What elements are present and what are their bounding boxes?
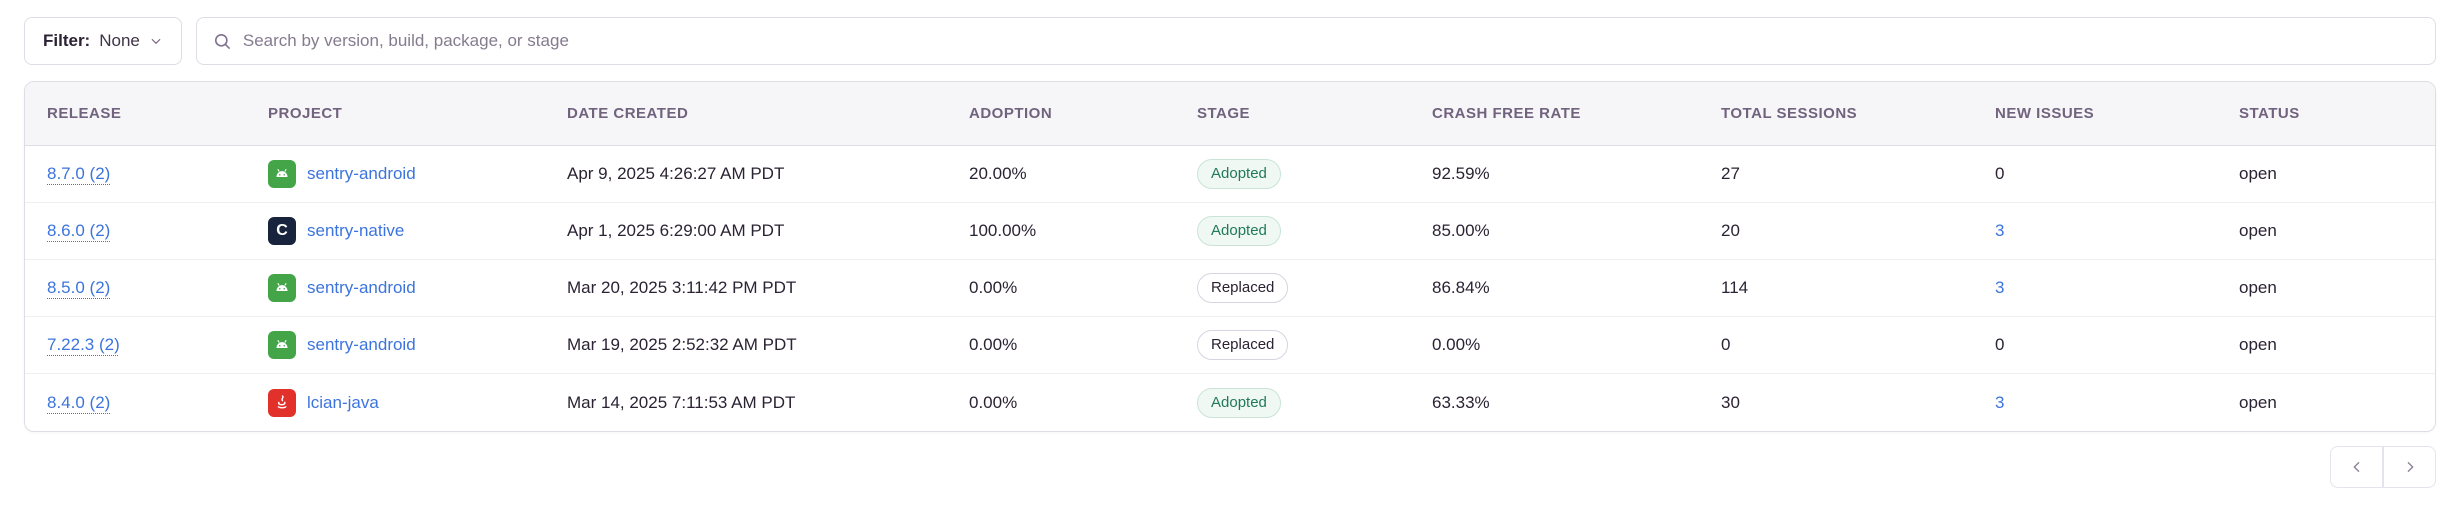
adoption-cell: 0.00% <box>969 335 1018 354</box>
status-cell: open <box>2239 221 2277 240</box>
search-input[interactable] <box>196 18 2435 64</box>
column-header-project: PROJECT <box>268 105 343 122</box>
releases-table: RELEASE PROJECT DATE CREATED ADOPTION ST… <box>24 81 2436 432</box>
crash-free-rate-cell: 63.33% <box>1432 392 1490 412</box>
project-link[interactable]: lcian-java <box>307 392 379 412</box>
column-header-status: STATUS <box>2239 105 2300 122</box>
status-cell: open <box>2239 335 2277 354</box>
android-icon <box>268 331 296 359</box>
java-icon <box>268 388 296 417</box>
table-body: 8.7.0 (2) sentry-android Apr 9, 2025 4:2… <box>25 146 2435 431</box>
toolbar: Filter: None <box>24 17 2436 65</box>
stage-badge: Adopted <box>1197 159 1281 189</box>
project-link[interactable]: sentry-android <box>307 164 416 183</box>
project-link[interactable]: sentry-android <box>307 335 416 354</box>
new-issues-link[interactable]: 3 <box>1995 392 2005 412</box>
total-sessions-cell: 20 <box>1721 221 1740 240</box>
release-link[interactable]: 8.5.0 (2) <box>47 278 111 297</box>
project-link[interactable]: sentry-native <box>307 221 405 240</box>
status-cell: open <box>2239 278 2277 297</box>
table-header-row: RELEASE PROJECT DATE CREATED ADOPTION ST… <box>25 82 2435 146</box>
column-header-total-sessions: TOTAL SESSIONS <box>1721 105 1858 122</box>
crash-free-rate-cell: 85.00% <box>1432 221 1490 240</box>
project-cell: sentry-android <box>268 160 567 188</box>
total-sessions-cell: 114 <box>1721 278 1749 297</box>
total-sessions-cell: 30 <box>1721 392 1740 412</box>
total-sessions-cell: 27 <box>1721 164 1740 183</box>
adoption-cell: 100.00% <box>969 221 1037 240</box>
crash-free-rate-cell: 86.84% <box>1432 278 1490 297</box>
search-icon <box>214 33 231 50</box>
total-sessions-cell: 0 <box>1721 335 1731 354</box>
stage-badge: Adopted <box>1197 387 1281 418</box>
date-created-cell: Mar 20, 2025 3:11:42 PM PDT <box>567 278 797 297</box>
column-header-new-issues: NEW ISSUES <box>1995 105 2095 122</box>
date-created-cell: Apr 1, 2025 6:29:00 AM PDT <box>567 221 785 240</box>
android-icon <box>268 274 296 302</box>
stage-badge: Replaced <box>1197 330 1289 360</box>
table-row: 8.4.0 (2) lcian-java Mar 14, 2025 7:11:5… <box>25 374 2435 431</box>
release-link[interactable]: 8.7.0 (2) <box>47 164 111 183</box>
column-header-date-created: DATE CREATED <box>567 105 689 122</box>
chevron-left-icon <box>2352 461 2359 473</box>
filter-dropdown-button[interactable]: Filter: None <box>24 17 182 65</box>
column-header-release: RELEASE <box>47 105 122 122</box>
project-cell: sentry-android <box>268 331 567 359</box>
project-cell: lcian-java <box>268 388 567 417</box>
pagination-group <box>2330 446 2436 488</box>
next-page-button[interactable] <box>2383 446 2436 488</box>
filter-value: None <box>99 31 140 50</box>
project-cell: C sentry-native <box>268 217 567 245</box>
crash-free-rate-cell: 0.00% <box>1432 335 1481 354</box>
pagination <box>24 446 2436 488</box>
new-issues-value: 0 <box>1995 335 2005 354</box>
android-icon <box>268 160 296 188</box>
adoption-cell: 0.00% <box>969 278 1018 297</box>
adoption-cell: 0.00% <box>969 392 1018 412</box>
crash-free-rate-cell: 92.59% <box>1432 164 1490 183</box>
release-link[interactable]: 7.22.3 (2) <box>47 335 120 354</box>
column-header-adoption: ADOPTION <box>969 105 1053 122</box>
table-row: 7.22.3 (2) sentry-android Mar 19, 2025 2… <box>25 317 2435 374</box>
c-icon: C <box>268 217 296 245</box>
column-header-stage: STAGE <box>1197 105 1251 122</box>
table-row: 8.7.0 (2) sentry-android Apr 9, 2025 4:2… <box>25 146 2435 203</box>
adoption-cell: 20.00% <box>969 164 1027 183</box>
filter-label: Filter: <box>43 31 91 50</box>
date-created-cell: Apr 9, 2025 4:26:27 AM PDT <box>567 164 785 183</box>
new-issues-link[interactable]: 3 <box>1995 221 2005 240</box>
releases-page: Filter: None RELEASE PROJECT DATE CREATE… <box>24 17 2436 488</box>
chevron-down-icon <box>151 38 161 45</box>
new-issues-value: 0 <box>1995 164 2005 183</box>
date-created-cell: Mar 14, 2025 7:11:53 AM PDT <box>567 392 796 412</box>
status-cell: open <box>2239 164 2277 183</box>
previous-page-button[interactable] <box>2330 446 2383 488</box>
date-created-cell: Mar 19, 2025 2:52:32 AM PDT <box>567 335 797 354</box>
stage-badge: Adopted <box>1197 216 1281 246</box>
release-link[interactable]: 8.6.0 (2) <box>47 221 111 240</box>
chevron-right-icon <box>2407 461 2414 473</box>
stage-badge: Replaced <box>1197 273 1289 303</box>
column-header-crash-free-rate: CRASH FREE RATE <box>1432 105 1581 122</box>
project-link[interactable]: sentry-android <box>307 278 416 297</box>
table-row: 8.6.0 (2) C sentry-native Apr 1, 2025 6:… <box>25 203 2435 260</box>
project-cell: sentry-android <box>268 274 567 302</box>
new-issues-link[interactable]: 3 <box>1995 278 2005 297</box>
search-box <box>195 17 2436 65</box>
release-link[interactable]: 8.4.0 (2) <box>47 392 111 412</box>
table-row: 8.5.0 (2) sentry-android Mar 20, 2025 3:… <box>25 260 2435 317</box>
status-cell: open <box>2239 392 2277 412</box>
